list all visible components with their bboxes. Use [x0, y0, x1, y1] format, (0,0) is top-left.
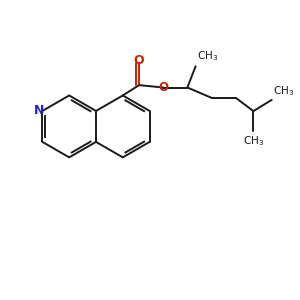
Text: CH$_3$: CH$_3$: [273, 85, 294, 98]
Text: O: O: [134, 54, 144, 67]
Text: CH$_3$: CH$_3$: [243, 134, 264, 148]
Text: N: N: [34, 104, 44, 117]
Text: CH$_3$: CH$_3$: [197, 50, 218, 63]
Text: O: O: [158, 81, 168, 94]
